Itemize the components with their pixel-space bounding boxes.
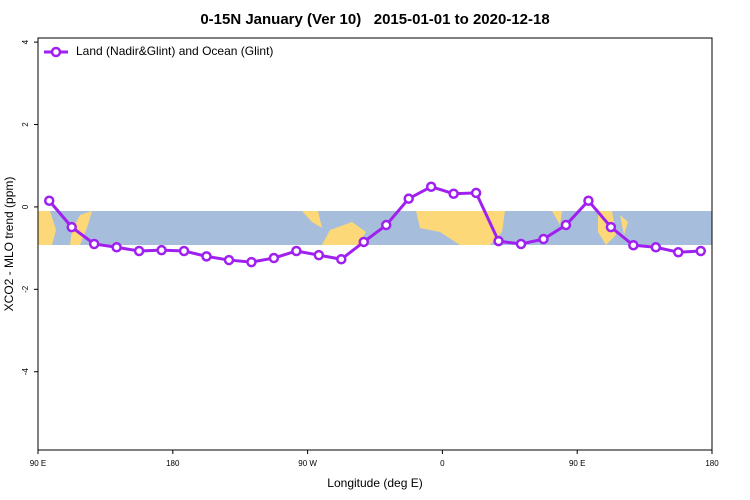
data-point — [448, 188, 459, 199]
data-point — [66, 221, 77, 233]
data-point — [133, 245, 145, 257]
data-point — [425, 181, 437, 192]
x-tick-label: 180 — [166, 459, 180, 468]
data-point — [358, 236, 370, 248]
data-point — [291, 245, 302, 257]
data-point — [403, 193, 414, 204]
data-point — [493, 235, 504, 247]
data-point — [470, 187, 482, 199]
x-tick-label: 90 W — [298, 459, 317, 468]
data-point — [201, 251, 212, 262]
data-point — [605, 221, 617, 233]
x-axis-label: Longitude (deg E) — [327, 476, 422, 490]
data-point — [336, 253, 347, 265]
y-tick-label: -4 — [21, 368, 30, 376]
data-point — [88, 238, 100, 250]
data-point — [313, 249, 325, 261]
data-point — [583, 195, 594, 206]
data-point — [695, 245, 707, 257]
data-point — [538, 233, 549, 245]
y-tick-label: -2 — [21, 285, 30, 293]
x-tick-label: 90 E — [30, 459, 46, 468]
y-axis-label: XCO2 - MLO trend (ppm) — [2, 177, 16, 312]
legend-label: Land (Nadir&Glint) and Ocean (Glint) — [76, 44, 273, 58]
data-point — [178, 245, 190, 257]
y-tick-label: 4 — [21, 39, 30, 44]
data-point — [246, 256, 257, 268]
data-point — [628, 239, 639, 251]
chart-title: 0-15N January (Ver 10) 2015-01-01 to 202… — [200, 11, 549, 28]
data-point — [673, 246, 684, 258]
plot-frame — [37, 37, 713, 451]
data-point — [156, 244, 167, 256]
data-point — [43, 195, 55, 206]
data-point — [111, 242, 122, 253]
data-point — [560, 219, 572, 231]
x-tick-label: 180 — [705, 459, 719, 468]
y-tick-label: 2 — [21, 122, 30, 127]
legend-marker — [50, 46, 62, 58]
data-point — [650, 242, 662, 253]
data-point — [380, 219, 392, 231]
data-point — [223, 254, 235, 266]
data-point — [268, 252, 280, 264]
x-tick-label: 0 — [440, 459, 445, 468]
y-tick-label: 0 — [21, 204, 30, 209]
x-tick-label: 90 E — [569, 459, 585, 468]
data-point — [515, 238, 527, 250]
